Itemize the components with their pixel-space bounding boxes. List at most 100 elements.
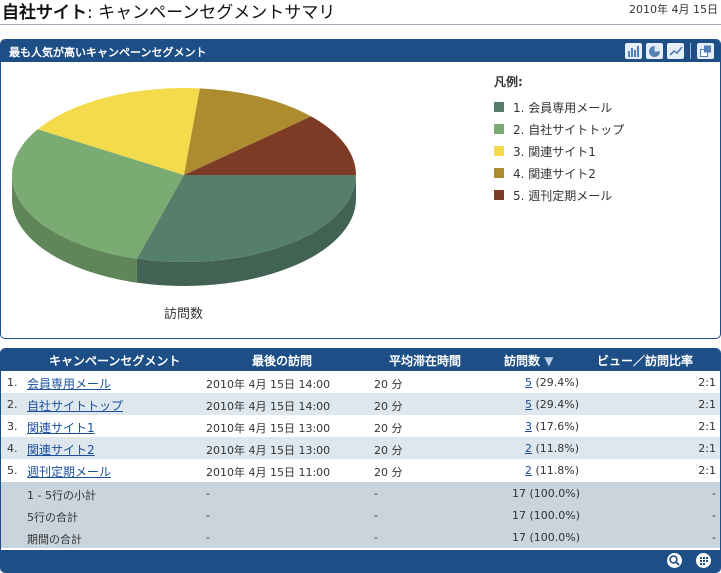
table-footer <box>1 550 720 572</box>
pie-slice-2[interactable] <box>12 129 184 259</box>
column-header-visits-label: 訪問数 <box>504 354 541 368</box>
summary-last-visit: - <box>206 531 210 544</box>
pie-slice-4[interactable] <box>184 88 312 175</box>
summary-last-visit: - <box>206 487 210 500</box>
legend-label-2: 2. 自社サイトトップ <box>513 122 625 137</box>
row-number: 2. <box>7 398 18 411</box>
popout-icon[interactable] <box>697 43 714 59</box>
data-table-panel: キャンペーンセグメント 最後の訪問 平均滞在時間 訪問数 ▼ ビュー／訪問比率 … <box>0 348 721 573</box>
settings-grid-icon[interactable] <box>696 553 711 568</box>
visits-percent: (11.8%) <box>535 464 580 477</box>
visits-link[interactable]: 2 <box>525 464 532 477</box>
chart-toolbar <box>625 43 714 59</box>
legend-label-1: 1. 会員専用メール <box>513 100 613 115</box>
last-visit-cell: 2010年 4月 15日 13:00 <box>206 422 331 435</box>
row-number: 1. <box>7 376 18 389</box>
visits-percent: (29.4%) <box>535 376 580 389</box>
ratio-cell: 2:1 <box>698 398 716 411</box>
legend-item-5: 5. 週刊定期メール <box>494 184 624 206</box>
avg-time-cell: 20 分 <box>374 444 403 457</box>
pie-slice-1[interactable] <box>136 175 356 262</box>
summary-row-period-total: 期間の合計 - - 17 (100.0%) - <box>1 526 720 548</box>
legend-swatch-3 <box>494 146 504 156</box>
visits-percent: (29.4%) <box>535 398 580 411</box>
legend-item-2: 2. 自社サイトトップ <box>494 118 624 140</box>
table-row: 4. 関連サイト2 2010年 4月 15日 13:00 20 分 2 (11.… <box>1 437 720 459</box>
summary-row-total: 5行の合計 - - 17 (100.0%) - <box>1 504 720 526</box>
column-header-last-visit[interactable]: 最後の訪問 <box>252 354 313 368</box>
segment-link[interactable]: 関連サイト1 <box>27 421 95 435</box>
summary-avg-time: - <box>374 487 378 500</box>
legend-label-5: 5. 週刊定期メール <box>513 188 613 203</box>
line-chart-icon[interactable] <box>667 43 684 59</box>
pie-chart <box>12 88 356 286</box>
pie-slice-5[interactable] <box>184 116 356 175</box>
summary-avg-time: - <box>374 509 378 522</box>
legend-swatch-2 <box>494 124 504 134</box>
legend-title: 凡例: <box>494 75 523 89</box>
sort-desc-icon: ▼ <box>544 354 554 368</box>
visits-percent: (11.8%) <box>535 442 580 455</box>
summary-ratio: - <box>712 509 716 522</box>
table-row: 3. 関連サイト1 2010年 4月 15日 13:00 20 分 3 (17.… <box>1 415 720 437</box>
column-header-ratio[interactable]: ビュー／訪問比率 <box>597 354 694 368</box>
row-number: 3. <box>7 420 18 433</box>
last-visit-cell: 2010年 4月 15日 14:00 <box>206 378 331 391</box>
ratio-cell: 2:1 <box>698 442 716 455</box>
avg-time-cell: 20 分 <box>374 400 403 413</box>
legend-item-4: 4. 関連サイト2 <box>494 162 624 184</box>
summary-ratio: - <box>712 531 716 544</box>
avg-time-cell: 20 分 <box>374 466 403 479</box>
segment-link[interactable]: 週刊定期メール <box>27 465 112 479</box>
visits-link[interactable]: 3 <box>525 420 532 433</box>
chart-panel-title: 最も人気が高いキャンペーンセグメント <box>9 46 207 59</box>
segment-link[interactable]: 会員専用メール <box>27 377 112 391</box>
chart-legend: 凡例: 1. 会員専用メール 2. 自社サイトトップ 3. 関連サイト1 4. … <box>494 73 624 206</box>
visits-percent: (17.6%) <box>535 420 580 433</box>
last-visit-cell: 2010年 4月 15日 14:00 <box>206 400 331 413</box>
chart-panel: 最も人気が高いキャンペーンセグメント 凡例: 1. 会員専用メール 2. 自社サ… <box>0 39 721 339</box>
summary-label: 1 - 5行の小計 <box>27 489 96 502</box>
pie-slice-3[interactable] <box>37 88 200 175</box>
summary-row-subtotal: 1 - 5行の小計 - - 17 (100.0%) - <box>1 482 720 504</box>
page-title: 自社サイト: キャンペーンセグメントサマリ <box>2 0 335 23</box>
column-header-segment[interactable]: キャンペーンセグメント <box>49 354 181 368</box>
bar-chart-icon[interactable] <box>625 43 642 59</box>
visits-link[interactable]: 5 <box>525 376 532 389</box>
summary-visits: 17 (100.0%) <box>512 531 581 544</box>
summary-visits: 17 (100.0%) <box>512 509 581 522</box>
segment-link[interactable]: 自社サイトトップ <box>27 399 124 413</box>
summary-visits: 17 (100.0%) <box>512 487 581 500</box>
table-row: 5. 週刊定期メール 2010年 4月 15日 11:00 20 分 2 (11… <box>1 459 720 481</box>
summary-label: 5行の合計 <box>27 511 78 524</box>
ratio-cell: 2:1 <box>698 420 716 433</box>
summary-avg-time: - <box>374 531 378 544</box>
visits-link[interactable]: 5 <box>525 398 532 411</box>
legend-swatch-5 <box>494 190 504 200</box>
summary-label: 期間の合計 <box>27 533 82 546</box>
column-header-avg-time[interactable]: 平均滞在時間 <box>389 354 462 368</box>
site-name: 自社サイト <box>2 3 87 23</box>
pie-metric-label: 訪問数 <box>164 307 204 322</box>
avg-time-cell: 20 分 <box>374 422 403 435</box>
visits-link[interactable]: 2 <box>525 442 532 455</box>
last-visit-cell: 2010年 4月 15日 13:00 <box>206 444 331 457</box>
row-number: 5. <box>7 464 18 477</box>
pie-chart-icon[interactable] <box>646 43 663 59</box>
table-row: 2. 自社サイトトップ 2010年 4月 15日 14:00 20 分 5 (2… <box>1 393 720 415</box>
legend-swatch-4 <box>494 168 504 178</box>
ratio-cell: 2:1 <box>698 464 716 477</box>
column-header-visits[interactable]: 訪問数 ▼ <box>504 352 553 369</box>
pie-slice-side-1 <box>136 175 356 286</box>
ratio-cell: 2:1 <box>698 376 716 389</box>
row-number: 4. <box>7 442 18 455</box>
legend-label-4: 4. 関連サイト2 <box>513 166 596 181</box>
summary-ratio: - <box>712 487 716 500</box>
last-visit-cell: 2010年 4月 15日 11:00 <box>206 466 331 479</box>
table-header-row: キャンペーンセグメント 最後の訪問 平均滞在時間 訪問数 ▼ ビュー／訪問比率 <box>1 349 720 371</box>
search-zoom-icon[interactable] <box>667 553 682 568</box>
legend-item-3: 3. 関連サイト1 <box>494 140 624 162</box>
legend-swatch-1 <box>494 102 504 112</box>
report-name: キャンペーンセグメントサマリ <box>98 3 336 23</box>
segment-link[interactable]: 関連サイト2 <box>27 443 95 457</box>
